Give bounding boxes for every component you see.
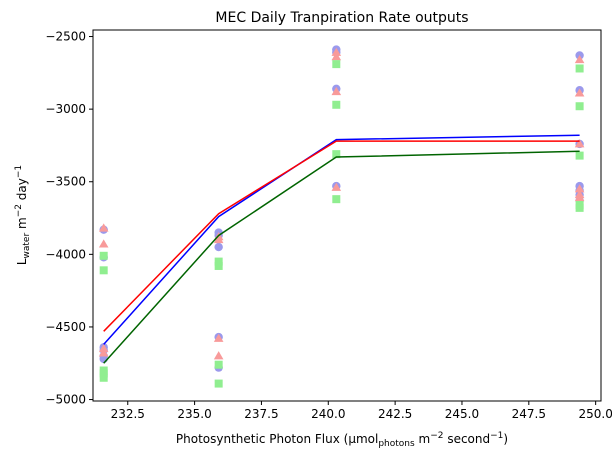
- scatter-point-triangle: [98, 343, 109, 353]
- scatter-point-square: [575, 102, 584, 111]
- scatter-point-triangle: [98, 348, 109, 357]
- scatter-point-triangle: [574, 184, 585, 193]
- x-tick-label: 250.0: [578, 407, 612, 421]
- scatter-point-square: [214, 360, 223, 369]
- scatter-point-triangle: [98, 239, 109, 248]
- x-axis-label-mid2: second: [444, 432, 491, 446]
- scatter-point-square: [99, 266, 108, 275]
- scatter-point-square: [99, 251, 108, 260]
- scatter-point-square: [332, 195, 341, 204]
- scatter-point-square: [575, 203, 584, 212]
- x-tick-label: 232.5: [111, 407, 145, 421]
- y-axis-label-sub: water: [22, 233, 32, 259]
- scatter-point-square: [575, 64, 584, 73]
- scatter-point-triangle: [574, 88, 585, 97]
- y-tick-label: −4500: [45, 320, 86, 334]
- scatter-point-square: [99, 369, 108, 378]
- x-axis-label-suffix: ): [503, 432, 508, 446]
- y-axis-label-mid: m: [15, 217, 29, 233]
- x-axis: 232.5 235.0 237.5 240.0 242.5 245.0 247.5 250.0: [111, 401, 612, 421]
- scatter-point-square: [332, 60, 341, 69]
- scatter-point-triangle: [213, 333, 224, 342]
- y-tick-label: −4000: [45, 247, 86, 261]
- x-axis-label-sub: photons: [378, 439, 415, 449]
- scatter-point-triangle: [331, 182, 342, 191]
- y-tick-label: −3500: [45, 175, 86, 189]
- y-tick-label: −2500: [45, 30, 86, 44]
- x-axis-label-prefix: Photosynthetic Photon Flux (µmol: [176, 432, 378, 446]
- scatter-point-square: [332, 100, 341, 109]
- y-axis-label-mid2: day: [15, 178, 29, 204]
- x-tick-label: 242.5: [378, 407, 412, 421]
- scatter-point-triangle: [574, 54, 585, 64]
- x-tick-label: 240.0: [311, 407, 345, 421]
- scatter-point-triangle: [331, 86, 342, 96]
- scatter-point-triangle: [98, 223, 109, 232]
- x-axis-label-sup2: −1: [490, 431, 503, 441]
- scatter-point-square: [99, 373, 108, 382]
- y-axis-label-sup2: −1: [14, 165, 24, 178]
- scatter-point-square: [332, 150, 341, 159]
- y-axis-label-sup1: −2: [14, 204, 24, 217]
- scatter-point-triangle: [213, 235, 224, 244]
- y-tick-label: −3000: [45, 102, 86, 116]
- series-line-4: [103, 140, 580, 332]
- scatter-point-triangle: [574, 139, 585, 148]
- x-tick-label: 247.5: [512, 407, 546, 421]
- chart-title: MEC Daily Tranpiration Rate outputs: [215, 10, 468, 26]
- series-line-3: [103, 134, 580, 345]
- scatter-point-triangle: [331, 47, 342, 56]
- scatter-point-square: [575, 151, 584, 160]
- scatter-point-circle: [214, 242, 223, 252]
- series-line-5: [103, 150, 580, 364]
- scatter-point-triangle: [331, 52, 342, 61]
- scatter-point-triangle: [213, 351, 224, 360]
- scatter-point-square: [214, 257, 223, 266]
- x-axis-label: Photosynthetic Photon Flux (µmolphotons …: [176, 431, 508, 449]
- x-tick-label: 235.0: [177, 407, 211, 421]
- x-tick-label: 237.5: [244, 407, 278, 421]
- plot-frame: [92, 29, 602, 402]
- scatter-point-square: [214, 379, 223, 388]
- scatter-point-triangle: [574, 192, 585, 202]
- plot-marks: [98, 45, 585, 388]
- x-axis-label-mid: m: [415, 432, 431, 446]
- y-axis: −5000 −4500 −4000 −3500 −3000 −2500: [45, 30, 93, 407]
- x-axis-label-sup1: −2: [430, 431, 443, 441]
- y-tick-label: −5000: [45, 393, 86, 407]
- scatter-point-square: [214, 261, 223, 270]
- y-axis-label: Lwater m−2 day−1: [14, 165, 32, 265]
- y-axis-label-prefix: L: [15, 258, 29, 265]
- x-tick-label: 245.0: [445, 407, 479, 421]
